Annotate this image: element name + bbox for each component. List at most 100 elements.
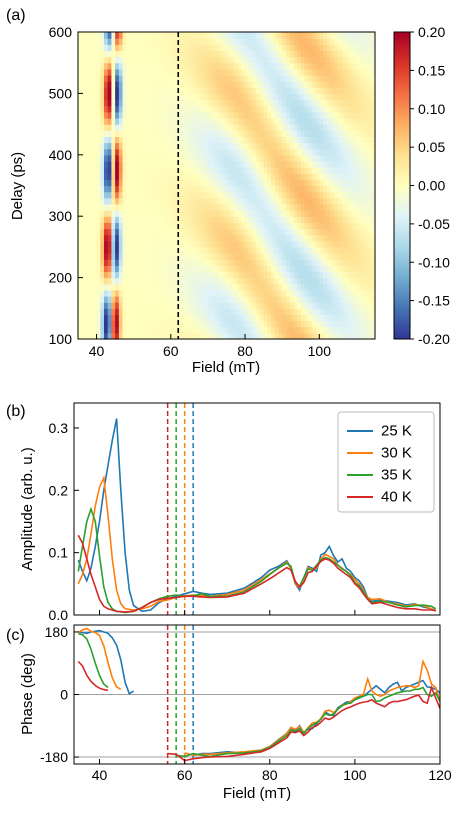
heatmap-cell (315, 87, 320, 94)
heatmap-cell (178, 148, 183, 156)
heatmap-cell (334, 197, 339, 205)
heatmap-cell (170, 179, 176, 187)
heatmap-cell (141, 234, 146, 242)
heatmap-cell (100, 308, 105, 316)
heatmap-cell (115, 117, 120, 125)
heatmap-cell (371, 154, 376, 162)
heatmap-cell (345, 148, 350, 156)
heatmap-cell (345, 68, 350, 76)
heatmap-cell (111, 87, 116, 94)
heatmap-cell (159, 326, 164, 334)
heatmap-cell (89, 234, 94, 242)
heatmap-cell (193, 203, 198, 211)
heatmap-cell (334, 111, 339, 119)
colorbar (393, 31, 411, 340)
heatmap-cell (297, 277, 302, 285)
heatmap-cell (233, 99, 239, 107)
heatmap-cell (267, 130, 272, 137)
heatmap-cell (111, 32, 116, 39)
heatmap-cell (263, 32, 268, 39)
heatmap-cell (315, 283, 320, 291)
heatmap-cell (137, 191, 142, 199)
series-lines (77, 418, 437, 614)
heatmap-cell (152, 296, 157, 303)
heatmap-cell (356, 32, 361, 39)
heatmap-cell (248, 56, 254, 64)
heatmap-cell (141, 50, 146, 58)
heatmap-cell (181, 197, 187, 205)
heatmap-cell (311, 222, 317, 230)
heatmap-cell (282, 160, 287, 168)
heatmap-cell (167, 185, 172, 193)
heatmap-cell (211, 160, 216, 168)
heatmap-cell (159, 240, 164, 248)
heatmap-cell (267, 68, 272, 76)
heatmap-cell (349, 142, 354, 150)
heatmap-cell (278, 210, 283, 217)
heatmap-cell (174, 320, 179, 328)
heatmap-cell (126, 191, 131, 199)
heatmap-cell (323, 32, 328, 39)
heatmap-cell (300, 32, 306, 39)
heatmap-cell (245, 185, 250, 193)
heatmap-cell (293, 253, 298, 260)
heatmap-cell (155, 191, 161, 199)
heatmap-cell (167, 283, 172, 291)
heatmap-cell (167, 111, 172, 119)
heatmap-cell (363, 167, 369, 174)
heatmap-cell (293, 277, 298, 285)
heatmap-cell (219, 124, 224, 131)
heatmap-cell (107, 308, 113, 316)
heatmap-cell (297, 271, 302, 279)
heatmap-cell (371, 283, 376, 291)
heatmap-cell (245, 228, 250, 236)
heatmap-cell (181, 283, 187, 291)
heatmap-cell (148, 283, 153, 291)
x-tick-label: 60 (177, 767, 193, 783)
heatmap-cell (263, 117, 268, 125)
heatmap-cell (193, 124, 198, 131)
heatmap-cell (233, 289, 239, 297)
heatmap-cell (81, 74, 87, 82)
heatmap-cell (271, 191, 276, 199)
heatmap-cell (289, 62, 294, 70)
heatmap-cell (193, 302, 198, 309)
heatmap-cell (85, 148, 90, 156)
heatmap-cell (193, 296, 198, 303)
heatmap-cell (311, 228, 317, 236)
heatmap-cell (92, 185, 98, 193)
heatmap-cell (226, 246, 231, 254)
heatmap-cell (352, 93, 358, 101)
heatmap-cell (103, 105, 109, 113)
heatmap-cell (334, 81, 339, 88)
heatmap-cell (300, 179, 306, 187)
heatmap-cell (360, 203, 365, 211)
heatmap-cell (282, 32, 287, 39)
heatmap-cell (367, 191, 372, 199)
heatmap-cell (174, 277, 179, 285)
heatmap-cell (137, 38, 142, 45)
heatmap-cell (211, 136, 216, 144)
heatmap-cell (126, 314, 131, 322)
heatmap-cell (285, 154, 291, 162)
heatmap-cell (289, 332, 294, 340)
heatmap-cell (241, 124, 246, 131)
heatmap-cell (185, 68, 190, 76)
heatmap-cell (297, 32, 302, 39)
heatmap-cell (241, 246, 246, 254)
heatmap-cell (226, 240, 231, 248)
legend-label: 40 K (381, 489, 412, 506)
heatmap-cell (122, 185, 127, 193)
heatmap-cell (85, 117, 90, 125)
heatmap-cell (200, 179, 205, 187)
heatmap-cell (200, 302, 205, 309)
heatmap-cell (323, 117, 328, 125)
heatmap-cell (326, 302, 332, 309)
heatmap-cell (360, 87, 365, 94)
heatmap-cell (297, 228, 302, 236)
heatmap-cell (189, 117, 194, 125)
heatmap-cell (371, 191, 376, 199)
heatmap-cell (204, 216, 209, 223)
heatmap-cell (129, 203, 135, 211)
heatmap-cell (256, 56, 261, 64)
